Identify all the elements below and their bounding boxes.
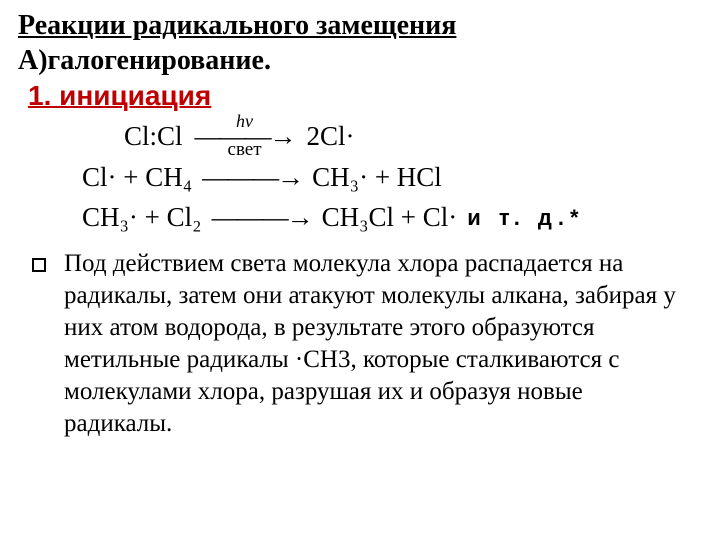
bullet-icon xyxy=(32,258,46,272)
eq3-tail: и т. д.* xyxy=(467,201,584,234)
eq2-left: Cl· + CH₄ xyxy=(82,157,192,198)
eq3-left: CH₃· + Cl₂ xyxy=(82,197,202,238)
subtitle: А)галогенирование. xyxy=(18,43,702,78)
step-heading: 1. инициация xyxy=(18,78,702,112)
equation-row-2: Cl· + CH₄ ———→ CH₃· + HCl xyxy=(82,157,702,198)
equation-row-3: CH₃· + Cl₂ ———→ CH₃Cl + Cl· и т. д.* xyxy=(82,197,702,238)
arrow-1: hv ———→ свет xyxy=(195,116,295,156)
title-section: Реакции радикального замещения А)галоген… xyxy=(18,8,702,112)
main-title: Реакции радикального замещения xyxy=(18,8,702,43)
paragraph-text: Под действием света молекула хлора распа… xyxy=(64,248,692,440)
equations-block: Cl:Cl hv ———→ свет 2Cl· Cl· + CH₄ ———→ C… xyxy=(82,116,702,238)
eq1-right: 2Cl· xyxy=(307,116,355,157)
arrow-2: ———→ xyxy=(202,157,302,198)
arrow-bottom-label: свет xyxy=(228,144,262,156)
eq2-right: CH₃· + HCl xyxy=(312,157,442,198)
paragraph-block: Под действием света молекула хлора распа… xyxy=(18,248,702,440)
eq1-left: Cl:Cl xyxy=(124,116,183,157)
arrow-3: ———→ xyxy=(212,197,312,238)
eq3-right: CH₃Cl + Cl· xyxy=(322,197,458,238)
equation-row-1: Cl:Cl hv ———→ свет 2Cl· xyxy=(124,116,702,157)
